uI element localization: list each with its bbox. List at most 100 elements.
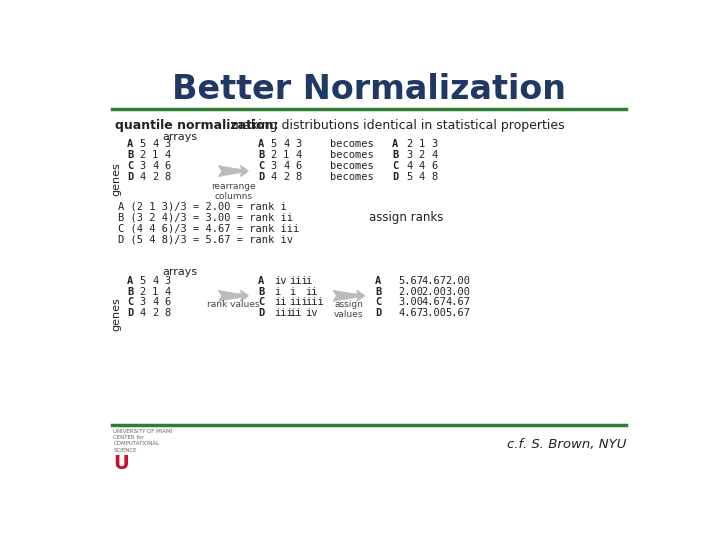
- Text: 3: 3: [271, 161, 276, 171]
- Text: 2: 2: [271, 150, 276, 160]
- Text: iv: iv: [274, 276, 286, 286]
- Text: B: B: [392, 150, 398, 160]
- Text: 4: 4: [152, 276, 158, 286]
- Text: becomes: becomes: [330, 150, 374, 160]
- Text: 4: 4: [283, 139, 289, 150]
- Text: 3.00: 3.00: [398, 298, 423, 307]
- Text: A: A: [258, 276, 264, 286]
- Text: 8: 8: [431, 172, 437, 182]
- Text: 3: 3: [140, 298, 146, 307]
- Text: 4: 4: [406, 161, 413, 171]
- Text: 4: 4: [283, 161, 289, 171]
- Text: 4: 4: [152, 161, 158, 171]
- Text: 2: 2: [140, 287, 146, 296]
- Text: UNIVERSITY OF MIAMI
CENTER for
COMPUTATIONAL
SCIENCE: UNIVERSITY OF MIAMI CENTER for COMPUTATI…: [113, 429, 173, 453]
- Text: C: C: [258, 298, 264, 307]
- Text: A: A: [392, 139, 398, 150]
- Text: 3: 3: [406, 150, 413, 160]
- Text: 4.67: 4.67: [398, 308, 423, 318]
- Text: 1: 1: [283, 150, 289, 160]
- Text: iii: iii: [305, 298, 323, 307]
- Text: rank values: rank values: [207, 300, 260, 309]
- Text: i: i: [274, 287, 280, 296]
- Text: 2: 2: [140, 150, 146, 160]
- Text: 4.67: 4.67: [445, 298, 470, 307]
- Text: 4: 4: [152, 298, 158, 307]
- Text: U: U: [113, 454, 129, 472]
- Text: becomes: becomes: [330, 172, 374, 182]
- Text: assign ranks: assign ranks: [369, 211, 444, 224]
- Text: iii: iii: [289, 298, 308, 307]
- Text: 2.00: 2.00: [422, 287, 446, 296]
- Text: 1: 1: [152, 150, 158, 160]
- Text: genes: genes: [112, 298, 122, 331]
- Text: D: D: [392, 172, 398, 182]
- Text: 3: 3: [164, 276, 171, 286]
- Text: i: i: [289, 287, 295, 296]
- Text: ii: ii: [305, 287, 318, 296]
- Text: A: A: [127, 276, 133, 286]
- Text: C: C: [375, 298, 382, 307]
- Text: D: D: [258, 308, 264, 318]
- Text: iii: iii: [289, 276, 308, 286]
- Text: 5: 5: [140, 276, 146, 286]
- Text: D: D: [127, 308, 133, 318]
- Text: becomes: becomes: [330, 139, 374, 150]
- Text: C: C: [258, 161, 264, 171]
- Text: ii: ii: [274, 298, 286, 307]
- Text: 4: 4: [418, 172, 425, 182]
- Text: rearrange
columns: rearrange columns: [211, 182, 256, 201]
- Text: becomes: becomes: [330, 161, 374, 171]
- Text: 8: 8: [295, 172, 302, 182]
- Text: 5: 5: [140, 139, 146, 150]
- Text: D (5 4 8)/3 = 5.67 = rank iv: D (5 4 8)/3 = 5.67 = rank iv: [118, 234, 293, 244]
- Text: 4: 4: [140, 308, 146, 318]
- Text: A: A: [375, 276, 382, 286]
- Text: 2.00: 2.00: [398, 287, 423, 296]
- Text: B: B: [375, 287, 382, 296]
- Text: 2: 2: [152, 308, 158, 318]
- Text: C: C: [392, 161, 398, 171]
- Text: ii: ii: [289, 308, 302, 318]
- Text: 6: 6: [164, 161, 171, 171]
- Text: i: i: [305, 276, 311, 286]
- Text: B: B: [127, 287, 133, 296]
- Text: 4.67: 4.67: [422, 298, 446, 307]
- Text: D: D: [127, 172, 133, 182]
- Text: 5.67: 5.67: [445, 308, 470, 318]
- Text: 8: 8: [164, 308, 171, 318]
- Text: iv: iv: [305, 308, 318, 318]
- Text: D: D: [258, 172, 264, 182]
- Text: 1: 1: [418, 139, 425, 150]
- Text: 3: 3: [140, 161, 146, 171]
- Text: 5.67: 5.67: [398, 276, 423, 286]
- Text: 4: 4: [164, 287, 171, 296]
- Text: 4: 4: [152, 139, 158, 150]
- Text: 3: 3: [164, 139, 171, 150]
- Text: iii: iii: [274, 308, 292, 318]
- Text: 2: 2: [152, 172, 158, 182]
- Text: C: C: [127, 298, 133, 307]
- Text: 6: 6: [431, 161, 437, 171]
- Text: C (4 4 6)/3 = 4.67 = rank iii: C (4 4 6)/3 = 4.67 = rank iii: [118, 224, 299, 233]
- Text: 2: 2: [406, 139, 413, 150]
- Text: 4: 4: [295, 150, 302, 160]
- Text: making distributions identical in statistical properties: making distributions identical in statis…: [223, 119, 565, 132]
- Text: B (3 2 4)/3 = 3.00 = rank ii: B (3 2 4)/3 = 3.00 = rank ii: [118, 213, 293, 222]
- Text: 6: 6: [295, 161, 302, 171]
- Text: Better Normalization: Better Normalization: [172, 73, 566, 106]
- Text: quantile normalization:: quantile normalization:: [114, 119, 279, 132]
- Text: 4: 4: [431, 150, 437, 160]
- Text: A: A: [258, 139, 264, 150]
- Text: 4: 4: [418, 161, 425, 171]
- Text: 6: 6: [164, 298, 171, 307]
- Text: A: A: [127, 139, 133, 150]
- Text: 4.67: 4.67: [422, 276, 446, 286]
- Text: D: D: [375, 308, 382, 318]
- Text: 3: 3: [295, 139, 302, 150]
- Text: A (2 1 3)/3 = 2.00 = rank i: A (2 1 3)/3 = 2.00 = rank i: [118, 202, 287, 212]
- Text: assign
values: assign values: [334, 300, 364, 319]
- Text: 2: 2: [283, 172, 289, 182]
- Text: c.f. S. Brown, NYU: c.f. S. Brown, NYU: [507, 438, 626, 451]
- Text: B: B: [258, 150, 264, 160]
